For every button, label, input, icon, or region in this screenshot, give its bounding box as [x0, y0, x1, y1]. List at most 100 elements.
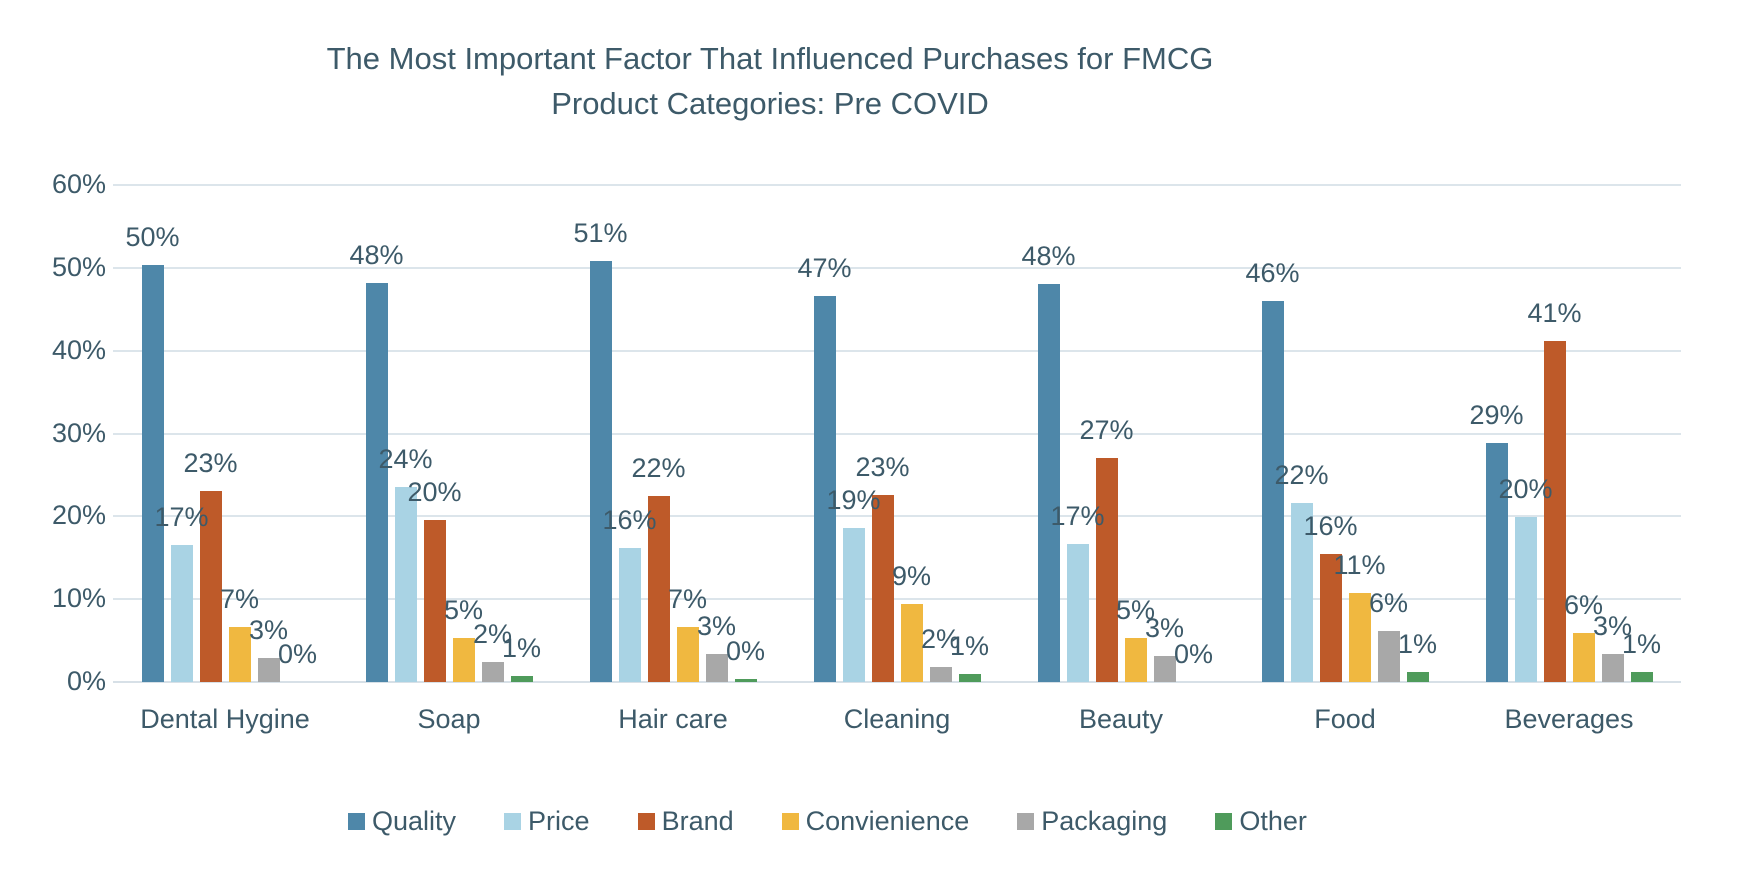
data-label-quality-hair-care: 51% [573, 218, 628, 249]
bar-convienience-soap [452, 638, 475, 682]
data-label-price-hair-care: 16% [602, 504, 657, 535]
data-label-price-soap: 24% [378, 443, 433, 474]
bar-convienience-beverages [1572, 633, 1595, 682]
data-label-packaging-beauty: 3% [1144, 613, 1185, 644]
bar-quality-cleaning [813, 296, 836, 682]
data-label-brand-beauty: 27% [1079, 415, 1134, 446]
bar-brand-soap [423, 519, 446, 682]
data-label-price-dental-hygine: 17% [154, 502, 209, 533]
gridline-20% [113, 515, 1681, 518]
y-tick-label-10%: 10% [51, 583, 106, 614]
data-label-brand-hair-care: 22% [631, 453, 686, 484]
bar-price-cleaning [842, 527, 865, 682]
x-tick-label-soap: Soap [417, 704, 481, 734]
chart-title-line2: Product Categories: Pre COVID [551, 86, 989, 121]
chart-title: The Most Important Factor That Influence… [20, 36, 1520, 126]
legend-item-packaging: Packaging [1017, 806, 1167, 837]
gridline-60% [113, 184, 1681, 186]
legend-item-convienience: Convienience [781, 806, 970, 837]
legend-item-price: Price [504, 806, 590, 837]
bar-brand-dental-hygine [199, 491, 222, 682]
bar-price-hair-care [618, 547, 641, 682]
legend-label-price: Price [528, 806, 590, 836]
bar-convienience-beauty [1124, 638, 1147, 682]
bar-quality-soap [365, 282, 388, 682]
bar-price-soap [394, 486, 417, 682]
legend-label-packaging: Packaging [1041, 806, 1168, 836]
data-label-packaging-soap: 2% [472, 619, 513, 650]
legend-label-brand: Brand [661, 806, 734, 836]
bar-other-hair-care [734, 678, 757, 682]
legend-label-convienience: Convienience [805, 806, 970, 836]
data-label-packaging-food: 6% [1368, 587, 1409, 618]
bar-brand-hair-care [647, 496, 670, 682]
data-label-packaging-beverages: 3% [1592, 610, 1633, 641]
chart-title-line1: The Most Important Factor That Influence… [326, 41, 1214, 76]
data-label-convienience-food: 11% [1333, 549, 1386, 580]
legend-item-other: Other [1215, 806, 1307, 837]
y-tick-label-0%: 0% [66, 666, 106, 696]
bar-packaging-dental-hygine [257, 657, 280, 682]
x-tick-label-beauty: Beauty [1078, 704, 1164, 734]
data-label-price-food: 22% [1274, 460, 1329, 491]
data-label-quality-dental-hygine: 50% [125, 221, 180, 252]
bar-brand-beauty [1095, 458, 1118, 682]
bar-packaging-hair-care [705, 653, 728, 682]
bar-price-beverages [1514, 517, 1537, 682]
bar-quality-beauty [1037, 284, 1060, 682]
bar-price-dental-hygine [170, 545, 193, 682]
data-label-other-soap: 1% [501, 633, 542, 664]
data-label-quality-beverages: 29% [1469, 400, 1524, 431]
gridline-40% [113, 349, 1681, 352]
bar-packaging-beauty [1153, 656, 1176, 682]
bar-price-beauty [1066, 543, 1089, 682]
x-tick-label-cleaning: Cleaning [843, 704, 951, 734]
data-label-packaging-hair-care: 3% [696, 610, 737, 641]
legend-item-brand: Brand [637, 806, 734, 837]
x-tick-label-dental-hygine: Dental Hygine [140, 704, 310, 734]
gridline-10% [113, 598, 1681, 601]
data-label-brand-cleaning: 23% [855, 451, 910, 482]
bar-quality-dental-hygine [141, 264, 164, 682]
legend-item-quality: Quality [348, 806, 456, 837]
bar-brand-beverages [1543, 340, 1566, 682]
legend-label-other: Other [1239, 806, 1307, 836]
bar-brand-food [1319, 553, 1342, 682]
y-tick-label-50%: 50% [51, 251, 106, 282]
y-tick-label-40%: 40% [51, 334, 106, 365]
data-label-other-beverages: 1% [1621, 629, 1662, 660]
bar-packaging-soap [481, 662, 504, 682]
bar-other-cleaning [958, 673, 981, 682]
plot-area: 50% 17% 23% 7% 3% 0% 48% 24% 20% 5% 2% 1% 51% 16% 22% 7… [113, 184, 1681, 683]
bar-convienience-food [1348, 592, 1371, 682]
data-label-quality-food: 46% [1245, 257, 1300, 288]
bar-quality-food [1261, 300, 1284, 682]
y-tick-label-30%: 30% [51, 417, 106, 448]
bar-convienience-hair-care [676, 626, 699, 682]
legend-swatch-icon-convienience [781, 813, 799, 830]
bar-price-food [1290, 503, 1313, 682]
data-label-other-food: 1% [1397, 629, 1438, 660]
bar-convienience-cleaning [900, 604, 923, 682]
bar-convienience-dental-hygine [228, 627, 251, 682]
y-tick-label-60%: 60% [51, 169, 106, 199]
data-label-other-dental-hygine: 0% [277, 639, 318, 669]
bar-quality-beverages [1485, 443, 1508, 682]
legend-swatch-icon-price [504, 813, 522, 830]
data-label-brand-dental-hygine: 23% [183, 448, 238, 479]
legend-swatch-icon-brand [637, 813, 655, 830]
data-label-brand-soap: 20% [407, 476, 462, 507]
legend-swatch-icon-quality [348, 813, 365, 830]
gridline-30% [113, 432, 1681, 435]
x-tick-label-hair-care: Hair care [618, 704, 728, 734]
data-label-price-beverages: 20% [1498, 474, 1553, 505]
data-label-price-cleaning: 19% [826, 484, 881, 515]
data-label-other-beauty: 0% [1173, 639, 1214, 669]
bar-other-soap [510, 676, 533, 682]
bar-packaging-cleaning [929, 667, 952, 682]
data-label-brand-beverages: 41% [1527, 297, 1582, 328]
legend-swatch-icon-packaging [1017, 813, 1035, 830]
data-label-other-cleaning: 1% [949, 630, 990, 661]
legend-label-quality: Quality [372, 806, 457, 836]
